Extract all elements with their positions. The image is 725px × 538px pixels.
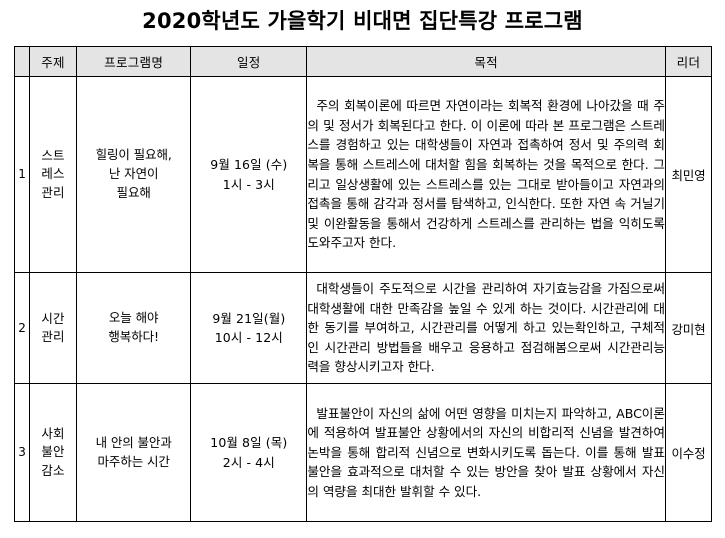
row-schedule-date: 10월 8일 (목) (210, 435, 288, 451)
row-topic: 사회 불안 감소 (29, 383, 78, 522)
row-schedule-date: 9월 16일 (수) (210, 157, 288, 173)
row-schedule-time: 2시 - 4시 (222, 454, 275, 470)
column-header-leader: 리더 (664, 46, 713, 77)
row-purpose: 발표불안이 자신의 삶에 어떤 영향을 미치는지 파악하고, ABC이론에 적용… (306, 383, 666, 522)
row-program-line-1: 내 안의 불안과 (95, 434, 172, 450)
row-schedule-time: 1시 - 3시 (222, 176, 275, 192)
row-topic-line-1: 스트 (41, 148, 65, 164)
program-table-container: 주제 프로그램명 일정 목적 리더 1 스트 레스 관리 힐링이 필요해 (13, 46, 713, 522)
row-purpose: 대학생들이 주도적으로 시간을 관리하여 자기효능감을 가짐으로써 대학생활에 … (306, 272, 666, 384)
row-purpose-text: 발표불안이 자신의 삶에 어떤 영향을 미치는지 파악하고, ABC이론에 적용… (307, 405, 665, 499)
row-topic: 스트 레스 관리 (29, 76, 78, 273)
row-program-line-2: 마주하는 시간 (97, 453, 170, 469)
row-purpose-text: 대학생들이 주도적으로 시간을 관리하여 자기효능감을 가짐으로써 대학생활에 … (307, 281, 665, 375)
row-leader: 강미현 (664, 272, 713, 384)
row-topic-line-2: 관리 (41, 329, 65, 344)
row-program-name: 내 안의 불안과 마주하는 시간 (76, 383, 192, 522)
table-row: 3 사회 불안 감소 내 안의 불안과 마주하는 시간 10월 8일 (목) 2… (13, 383, 713, 522)
column-header-topic: 주제 (29, 46, 78, 77)
row-purpose: 주의 회복이론에 따르면 자연이라는 회복적 환경에 나아갔을 때 주의 및 정… (306, 76, 666, 273)
row-program-name: 힐링이 필요해, 난 자연이 필요해 (76, 76, 192, 273)
table-row: 2 시간 관리 오늘 해야 행복하다! 9월 21일(월) 10시 - 12시 (13, 272, 713, 384)
row-schedule: 9월 16일 (수) 1시 - 3시 (190, 76, 308, 273)
row-program-name: 오늘 해야 행복하다! (76, 272, 192, 384)
row-number: 2 (13, 272, 31, 384)
column-header-program: 프로그램명 (76, 46, 192, 77)
row-schedule-date: 9월 21일(월) (212, 310, 286, 326)
row-program-line-1: 힐링이 필요해, (95, 147, 172, 163)
row-topic-line-1: 시간 (41, 310, 65, 326)
row-topic: 시간 관리 (29, 272, 78, 384)
row-number: 1 (13, 76, 31, 273)
row-schedule-time: 10시 - 12시 (214, 330, 283, 345)
page-title: 2020학년도 가을학기 비대면 집단특강 프로그램 (142, 9, 583, 33)
row-number: 3 (13, 383, 31, 522)
row-program-line-2: 행복하다! (108, 329, 159, 344)
row-topic-line-3: 감소 (41, 462, 65, 478)
program-table: 주제 프로그램명 일정 목적 리더 1 스트 레스 관리 힐링이 필요해 (13, 46, 713, 522)
table-row: 1 스트 레스 관리 힐링이 필요해, 난 자연이 필요해 9월 16일 (수)… (13, 76, 713, 273)
row-program-line-3: 필요해 (116, 184, 151, 200)
row-program-line-2: 난 자연이 (108, 166, 159, 182)
row-leader: 이수정 (664, 383, 713, 522)
column-header-number (13, 46, 31, 77)
row-leader: 최민영 (664, 76, 713, 273)
column-header-purpose: 목적 (306, 46, 666, 77)
row-program-line-1: 오늘 해야 (108, 310, 159, 326)
row-topic-line-3: 관리 (41, 184, 65, 200)
column-header-schedule: 일정 (190, 46, 308, 77)
row-schedule: 10월 8일 (목) 2시 - 4시 (190, 383, 308, 522)
row-purpose-text: 주의 회복이론에 따르면 자연이라는 회복적 환경에 나아갔을 때 주의 및 정… (307, 98, 665, 251)
row-topic-line-2: 레스 (41, 166, 65, 182)
table-header-row: 주제 프로그램명 일정 목적 리더 (13, 46, 713, 77)
table-header: 주제 프로그램명 일정 목적 리더 (13, 46, 713, 77)
row-topic-line-2: 불안 (41, 444, 65, 460)
row-schedule: 9월 21일(월) 10시 - 12시 (190, 272, 308, 384)
row-topic-line-1: 사회 (41, 426, 65, 442)
table-body: 1 스트 레스 관리 힐링이 필요해, 난 자연이 필요해 9월 16일 (수)… (13, 76, 713, 522)
